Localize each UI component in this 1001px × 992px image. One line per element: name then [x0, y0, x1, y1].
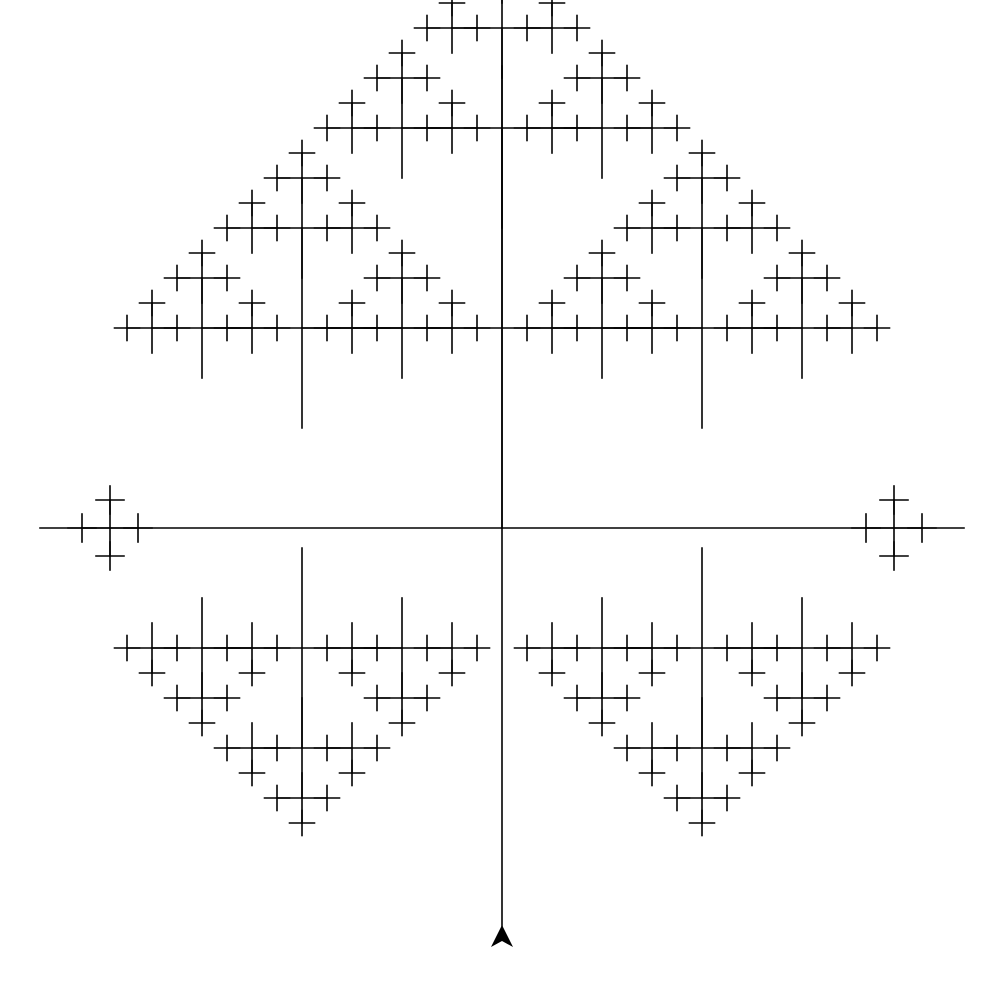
- turtle-arrow-icon: [491, 925, 513, 947]
- h-tree-fractal: [39, 0, 965, 837]
